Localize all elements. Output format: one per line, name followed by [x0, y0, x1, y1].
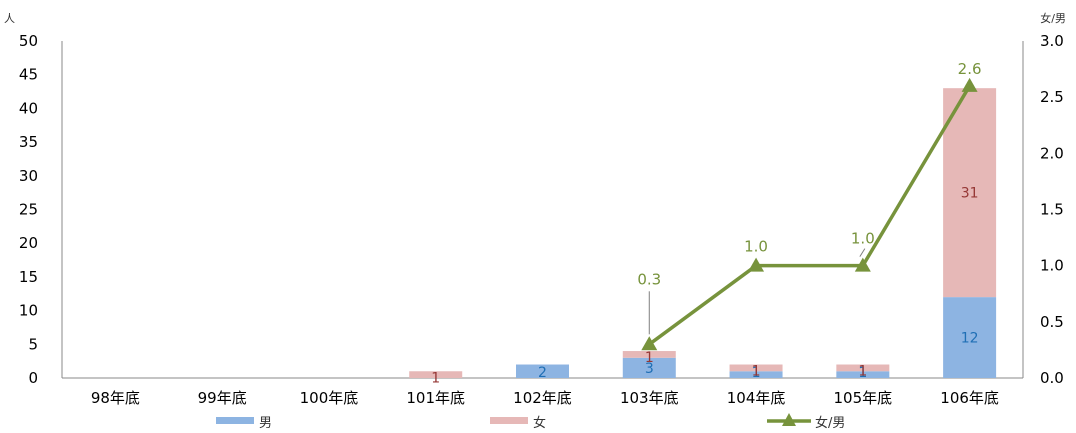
legend-swatch-female — [490, 417, 528, 424]
ratio-label: 1.0 — [851, 230, 875, 248]
left-axis-unit: 人 — [4, 12, 15, 25]
bars — [409, 88, 997, 378]
left-axis-tick-label: 40 — [19, 99, 38, 117]
bar-female-label: 31 — [961, 186, 979, 202]
legend: 男 女 女/男 — [216, 413, 845, 431]
right-axis-tick-label: 0.5 — [1040, 313, 1064, 331]
left-axis-tick-label: 0 — [28, 369, 38, 387]
bar-female-label: 1 — [645, 350, 654, 366]
left-axis-tick-label: 25 — [19, 201, 38, 219]
bar-female — [409, 371, 463, 378]
x-axis-tick-label: 104年底 — [727, 389, 786, 407]
ratio-line — [641, 77, 978, 351]
bar-male-label: 2 — [538, 365, 547, 381]
x-axis-tick-label: 102年底 — [513, 389, 572, 407]
bar-female — [729, 364, 783, 372]
legend-marker-ratio — [782, 413, 796, 426]
bar-female-label: 1 — [431, 370, 440, 386]
bar-male — [622, 357, 676, 378]
ratio-marker — [854, 257, 871, 272]
x-axis-tick-label: 99年底 — [198, 389, 247, 407]
left-axis-tick-label: 5 — [28, 335, 38, 353]
ratio-label: 0.3 — [637, 270, 661, 288]
bar-female — [622, 351, 676, 358]
right-axis-tick-label: 3.0 — [1040, 32, 1064, 50]
x-axis-tick-label: 105年底 — [834, 389, 893, 407]
x-axis-tick-label: 98年底 — [91, 389, 140, 407]
ratio-marker — [748, 257, 765, 272]
right-axis-tick-label: 2.5 — [1040, 88, 1064, 106]
right-axis-unit: 女/男 — [1040, 11, 1066, 25]
bar-male-label: 3 — [645, 361, 654, 377]
bar-male-label: 1 — [752, 365, 761, 381]
ratio-marker — [641, 336, 658, 351]
left-axis-tick-label: 45 — [19, 66, 38, 84]
x-axis-tick-label: 101年底 — [406, 389, 465, 407]
right-axis-tick-label: 0.0 — [1040, 369, 1064, 387]
bar-male-label: 1 — [858, 365, 867, 381]
bar-male — [943, 297, 997, 378]
x-axis-tick-label: 106年底 — [940, 389, 999, 407]
axes: 0 5 10 15 20 25 30 35 40 45 50 0.0 0.5 1.0 1.5 2.0 2.5 3.… — [19, 32, 1064, 407]
right-axis-tick-label: 1.5 — [1040, 201, 1064, 219]
x-axis-tick-label: 103年底 — [620, 389, 679, 407]
left-axis-tick-label: 35 — [19, 133, 38, 151]
left-axis-tick-label: 50 — [19, 32, 38, 50]
bar-female — [836, 364, 890, 372]
left-axis-tick-label: 10 — [19, 302, 38, 320]
left-axis-tick-label: 20 — [19, 234, 38, 252]
legend-label-male: 男 — [259, 416, 272, 431]
ratio-marker — [961, 77, 978, 92]
ratio-line-path — [648, 85, 972, 346]
ratio-label-leader — [859, 248, 866, 257]
bar-male — [836, 371, 890, 378]
bar-female-label: 1 — [752, 364, 761, 380]
legend-swatch-male — [216, 417, 254, 424]
bar-male-label: 12 — [961, 331, 979, 347]
x-axis-tick-label: 100年底 — [300, 389, 359, 407]
bar-female-label: 1 — [858, 364, 867, 380]
legend-label-ratio: 女/男 — [815, 415, 845, 431]
right-axis-tick-label: 1.0 — [1040, 257, 1064, 275]
left-axis-tick-label: 15 — [19, 268, 38, 286]
ratio-label: 2.6 — [958, 60, 982, 78]
bar-male — [516, 364, 569, 378]
legend-label-female: 女 — [533, 415, 546, 431]
right-axis-tick-label: 2.0 — [1040, 144, 1064, 162]
left-axis-tick-label: 30 — [19, 167, 38, 185]
bar-male — [729, 371, 783, 378]
bar-female — [943, 88, 997, 298]
ratio-label: 1.0 — [744, 238, 768, 256]
